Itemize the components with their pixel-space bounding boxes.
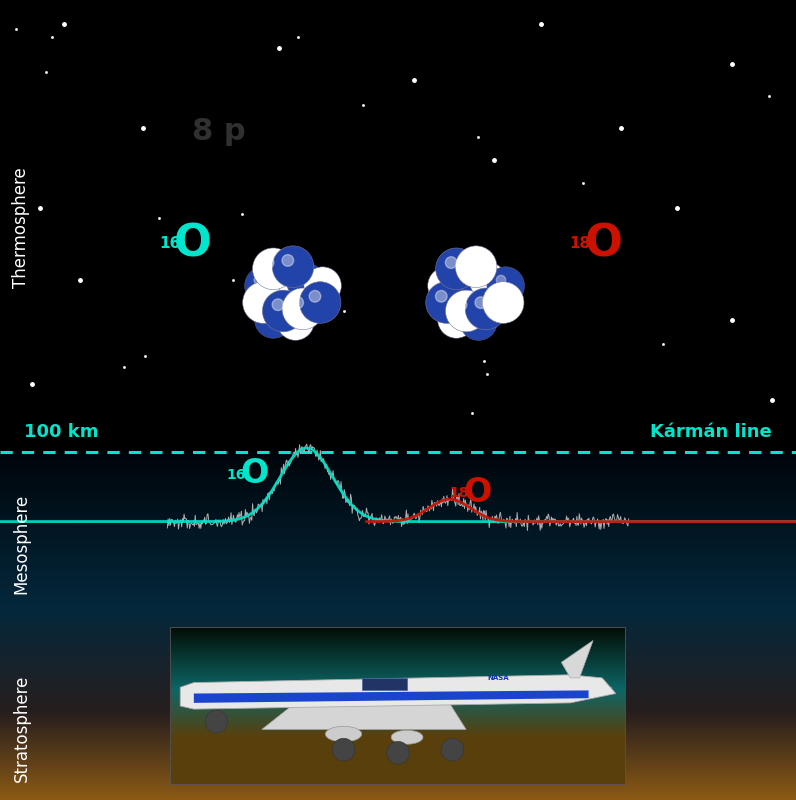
Circle shape	[438, 301, 475, 338]
Circle shape	[455, 246, 497, 287]
Text: Thermosphere: Thermosphere	[13, 168, 30, 288]
Circle shape	[445, 257, 457, 268]
Circle shape	[492, 290, 504, 302]
Circle shape	[264, 309, 273, 318]
Circle shape	[450, 258, 487, 296]
Circle shape	[286, 311, 295, 321]
Circle shape	[267, 258, 304, 296]
Circle shape	[447, 309, 456, 318]
Circle shape	[254, 275, 263, 285]
Circle shape	[437, 275, 447, 285]
Circle shape	[441, 738, 464, 761]
Text: O: O	[584, 222, 622, 266]
Circle shape	[309, 290, 321, 302]
Text: NASA: NASA	[487, 675, 509, 681]
Polygon shape	[561, 641, 593, 678]
Ellipse shape	[391, 730, 423, 744]
Polygon shape	[543, 687, 611, 698]
Text: O: O	[463, 475, 491, 509]
Circle shape	[460, 302, 498, 340]
Circle shape	[455, 299, 466, 310]
Polygon shape	[180, 675, 616, 709]
Circle shape	[465, 254, 477, 266]
Circle shape	[252, 290, 264, 302]
Circle shape	[470, 262, 507, 300]
Circle shape	[272, 246, 314, 287]
Circle shape	[252, 248, 294, 290]
Circle shape	[314, 275, 322, 285]
Circle shape	[482, 282, 524, 323]
Circle shape	[205, 710, 228, 733]
Circle shape	[272, 299, 283, 310]
Circle shape	[287, 262, 324, 300]
Circle shape	[296, 271, 306, 281]
Polygon shape	[194, 690, 588, 703]
Text: 18: 18	[569, 236, 591, 251]
Circle shape	[262, 257, 274, 268]
Bar	[0, 0, 796, 452]
Circle shape	[244, 267, 282, 305]
Bar	[171, 628, 625, 784]
Circle shape	[263, 290, 304, 332]
Polygon shape	[262, 694, 466, 730]
Circle shape	[475, 297, 486, 309]
Circle shape	[435, 290, 447, 302]
Circle shape	[276, 267, 286, 276]
Circle shape	[277, 302, 314, 340]
Text: 100 km: 100 km	[24, 422, 99, 441]
Circle shape	[469, 311, 478, 321]
Circle shape	[282, 254, 294, 266]
Circle shape	[282, 288, 324, 330]
Circle shape	[304, 267, 341, 305]
Circle shape	[459, 267, 469, 276]
Circle shape	[387, 742, 409, 764]
Text: 18: 18	[450, 486, 469, 499]
Circle shape	[446, 290, 487, 332]
Circle shape	[435, 248, 477, 290]
Circle shape	[332, 738, 355, 761]
Circle shape	[292, 297, 303, 309]
Polygon shape	[361, 678, 407, 690]
Text: 16: 16	[159, 236, 181, 251]
Circle shape	[426, 282, 467, 323]
Text: 8 p: 8 p	[192, 118, 246, 146]
Circle shape	[479, 271, 489, 281]
Circle shape	[255, 301, 292, 338]
Circle shape	[299, 282, 341, 323]
Text: 16: 16	[227, 468, 246, 482]
Circle shape	[243, 282, 284, 323]
Circle shape	[497, 275, 505, 285]
Circle shape	[427, 267, 465, 305]
Text: Mesosphere: Mesosphere	[13, 494, 30, 594]
Circle shape	[465, 288, 507, 330]
Text: Kármán line: Kármán line	[650, 422, 772, 441]
Ellipse shape	[326, 726, 361, 742]
Text: O: O	[174, 222, 212, 266]
Circle shape	[487, 267, 525, 305]
Text: O: O	[240, 457, 268, 490]
Text: Stratosphere: Stratosphere	[13, 674, 30, 782]
